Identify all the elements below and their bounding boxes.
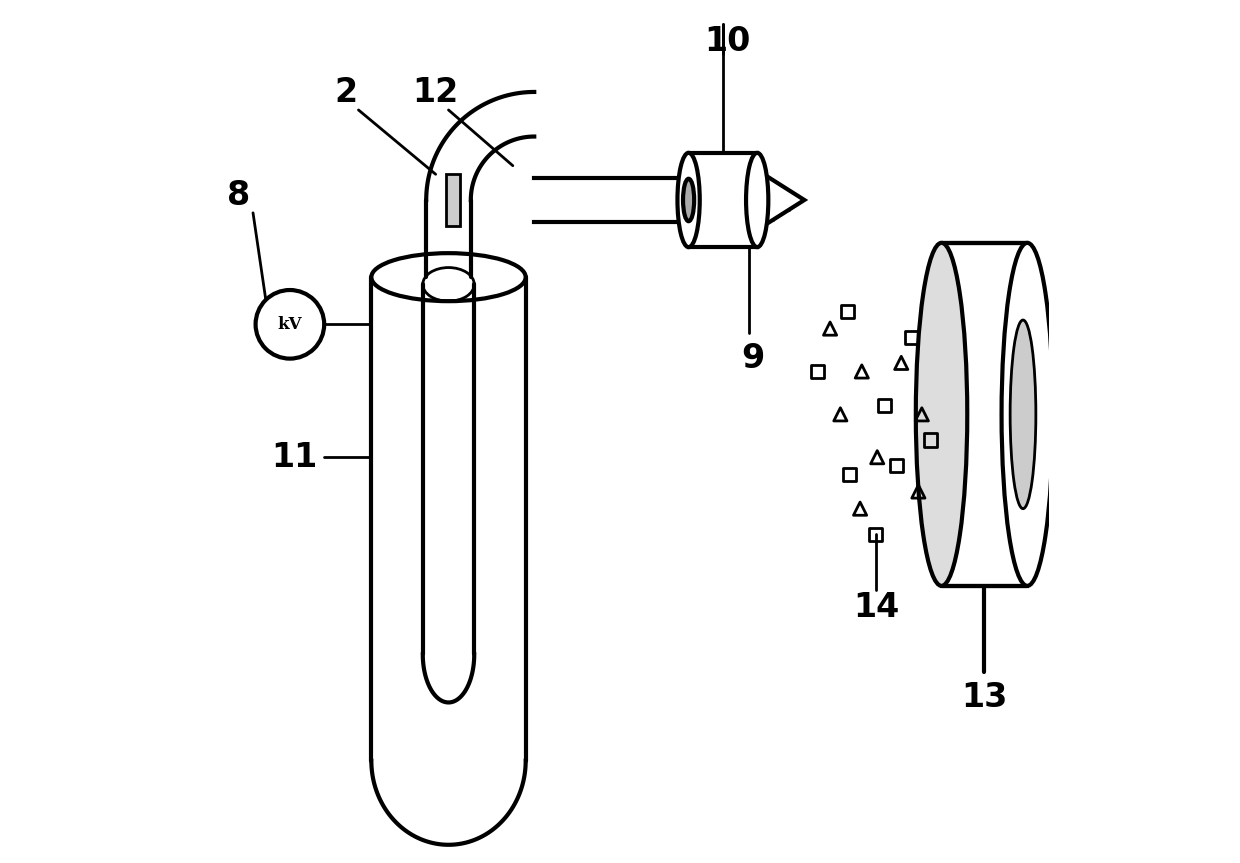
- Point: [837, 305, 857, 318]
- Ellipse shape: [746, 153, 769, 247]
- Text: 9: 9: [742, 342, 765, 375]
- Bar: [688, 153, 758, 247]
- Text: 11: 11: [272, 441, 317, 474]
- Point: [851, 501, 870, 515]
- Bar: [446, 174, 460, 226]
- Bar: [941, 243, 1027, 586]
- Ellipse shape: [1011, 320, 1035, 508]
- Point: [839, 468, 859, 482]
- Text: 14: 14: [853, 591, 899, 624]
- Point: [920, 433, 940, 447]
- Point: [807, 364, 827, 378]
- Point: [911, 407, 931, 421]
- Circle shape: [255, 290, 324, 359]
- Point: [892, 356, 911, 370]
- Text: 10: 10: [704, 25, 750, 58]
- Text: kV: kV: [278, 316, 303, 333]
- Ellipse shape: [916, 243, 967, 586]
- Text: 8: 8: [227, 180, 250, 212]
- Point: [909, 485, 929, 499]
- Ellipse shape: [677, 153, 699, 247]
- Point: [852, 364, 872, 378]
- Text: 13: 13: [961, 681, 1008, 714]
- Point: [901, 331, 921, 344]
- Text: 12: 12: [413, 76, 459, 110]
- Point: [874, 399, 894, 413]
- Polygon shape: [753, 167, 805, 232]
- Ellipse shape: [1002, 243, 1053, 586]
- Point: [866, 527, 885, 541]
- Text: 2: 2: [334, 76, 357, 110]
- Point: [820, 322, 839, 336]
- Point: [867, 450, 887, 464]
- Point: [887, 459, 906, 473]
- Ellipse shape: [683, 179, 694, 221]
- Point: [831, 407, 851, 421]
